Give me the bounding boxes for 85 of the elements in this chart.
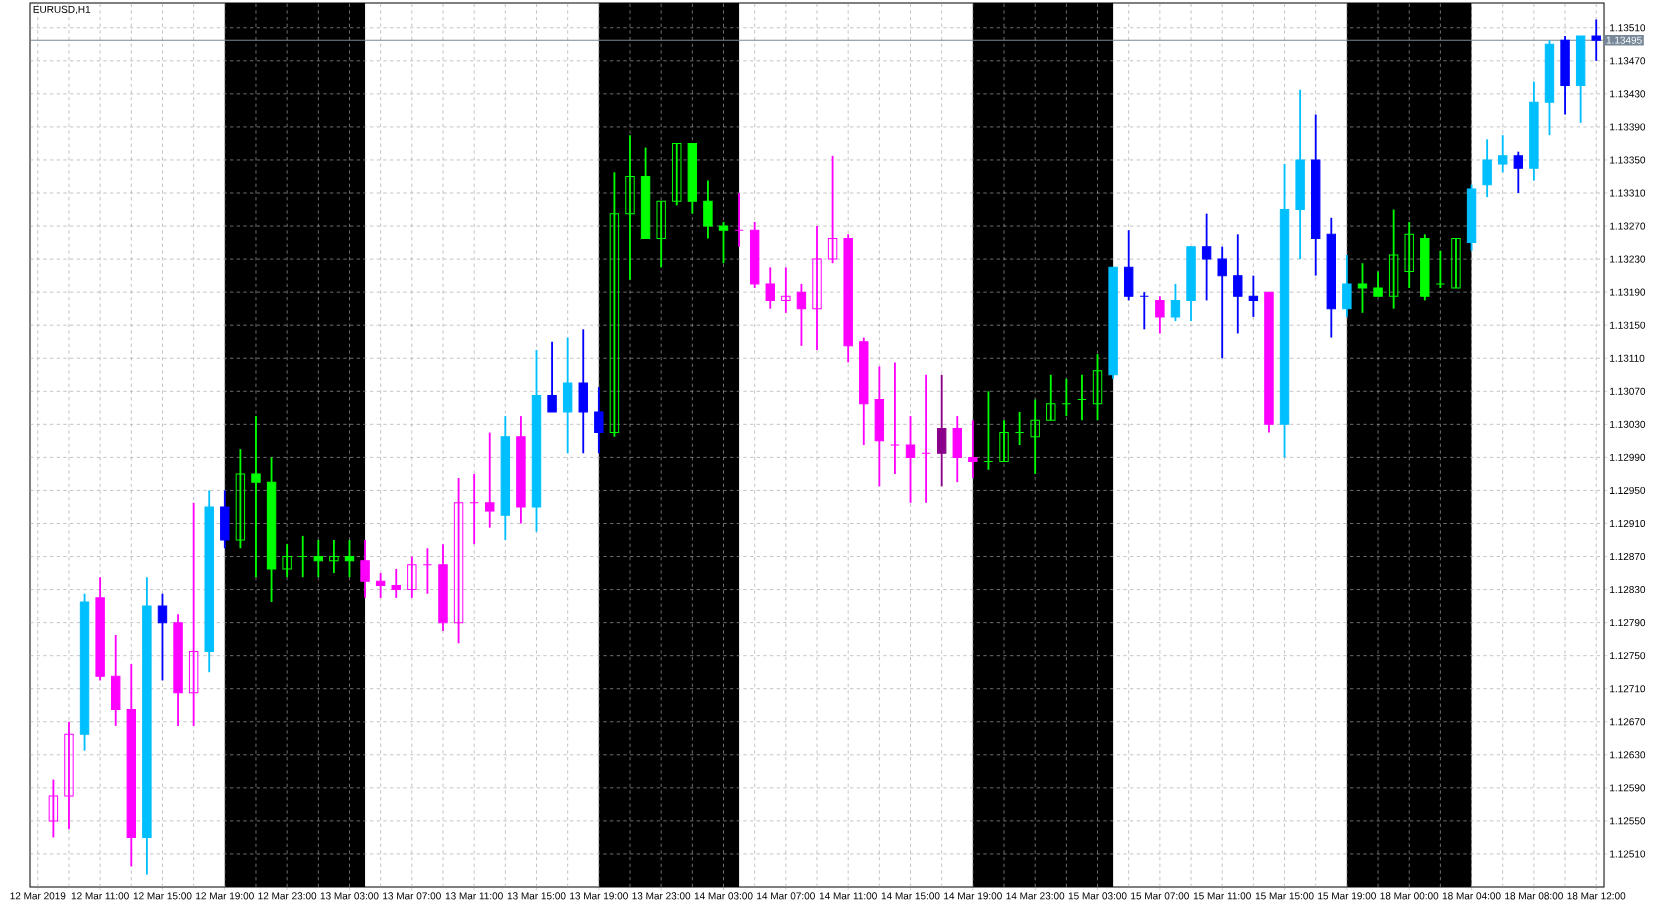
candlestick — [1357, 262, 1368, 314]
candlestick — [64, 720, 74, 831]
y-tick-label: 1.13150 — [1610, 321, 1646, 329]
x-tick-label: 13 Mar 11:00 — [445, 892, 503, 900]
y-tick-label: 1.12870 — [1610, 552, 1646, 561]
y-tick-label: 1.13270 — [1610, 222, 1646, 230]
y-tick-label: 1.13350 — [1610, 156, 1646, 164]
y-tick-label: 1.12710 — [1610, 685, 1646, 693]
candlestick — [188, 501, 199, 727]
candlestick — [905, 415, 916, 504]
x-tick-label: 13 Mar 15:00 — [507, 892, 566, 900]
candlestick — [1388, 208, 1399, 310]
y-tick-label: 1.12750 — [1610, 652, 1646, 660]
candlestick — [1373, 270, 1383, 298]
y-tick-label: 1.12950 — [1610, 486, 1646, 494]
y-tick-label: 1.12550 — [1610, 817, 1646, 825]
candlestick — [827, 154, 838, 265]
candlestick — [453, 477, 464, 645]
candlestick — [1030, 398, 1040, 475]
candlestick — [329, 539, 339, 574]
candlestick — [251, 415, 261, 579]
candlestick — [235, 448, 246, 550]
y-tick-label: 1.13070 — [1610, 387, 1646, 395]
y-tick-label: 1.12590 — [1610, 784, 1646, 792]
x-tick-label: 14 Mar 15:00 — [881, 892, 940, 900]
candlestick — [625, 134, 635, 281]
candlestick — [672, 142, 682, 207]
candlestick — [781, 266, 791, 314]
y-tick-label: 1.13110 — [1610, 354, 1645, 362]
y-tick-label: 1.13030 — [1610, 420, 1646, 428]
y-tick-label: 1.13390 — [1610, 123, 1646, 131]
x-tick-label: 14 Mar 19:00 — [944, 892, 1002, 900]
y-tick-label: 1.13310 — [1610, 189, 1646, 197]
x-tick-label: 12 Mar 11:00 — [71, 892, 129, 900]
y-tick-label: 1.13230 — [1610, 255, 1646, 263]
x-tick-label: 12 Mar 19:00 — [196, 892, 254, 900]
x-tick-label: 13 Mar 19:00 — [570, 892, 628, 900]
x-tick-label: 14 Mar 07:00 — [757, 892, 815, 900]
candlestick — [407, 555, 417, 599]
x-tick-label: 13 Mar 03:00 — [320, 892, 379, 900]
x-tick-label: 18 Mar 04:00 — [1442, 892, 1501, 900]
y-tick-label: 1.12990 — [1610, 453, 1646, 461]
y-tick-label: 1.13470 — [1610, 57, 1646, 65]
y-tick-label: 1.12510 — [1610, 850, 1646, 858]
x-tick-label: 12 Mar 2019 — [10, 892, 66, 900]
candlestick — [282, 543, 292, 579]
candlestick — [1513, 150, 1524, 194]
candlestick — [1046, 373, 1056, 422]
candlestick — [718, 221, 729, 265]
candlestick — [1591, 18, 1601, 62]
candlestick — [1498, 134, 1508, 174]
x-tick-label: 12 Mar 23:00 — [258, 892, 317, 900]
x-tick-label: 15 Mar 19:00 — [1318, 892, 1376, 900]
x-tick-label: 15 Mar 07:00 — [1131, 892, 1189, 900]
y-tick-label: 1.12670 — [1610, 718, 1646, 726]
x-tick-label: 13 Mar 23:00 — [632, 892, 691, 900]
x-tick-label: 18 Mar 08:00 — [1505, 892, 1563, 900]
x-tick-label: 14 Mar 23:00 — [1006, 892, 1065, 900]
y-tick-label: 1.13510 — [1610, 24, 1646, 32]
x-tick-label: 18 Mar 12:00 — [1567, 892, 1626, 900]
y-tick-label: 1.13430 — [1610, 90, 1646, 98]
candlestick — [999, 419, 1009, 463]
y-tick-label: 1.13190 — [1610, 288, 1646, 296]
y-tick-label: 1.12830 — [1610, 586, 1646, 594]
candlestick — [656, 200, 666, 269]
x-tick-label: 18 Mar 00:00 — [1380, 892, 1439, 900]
chart-title: EURUSD,H1 — [33, 5, 91, 15]
ref-line-label: 1.13495 — [1606, 36, 1642, 44]
x-tick-label: 15 Mar 15:00 — [1255, 892, 1314, 900]
x-tick-label: 12 Mar 15:00 — [133, 892, 192, 900]
y-tick-label: 1.12790 — [1610, 619, 1646, 627]
x-tick-label: 15 Mar 03:00 — [1068, 892, 1127, 900]
x-tick-label: 14 Mar 11:00 — [819, 892, 877, 900]
y-tick-label: 1.12910 — [1610, 519, 1646, 528]
candlestick — [1451, 237, 1461, 289]
x-tick-label: 14 Mar 03:00 — [694, 892, 753, 900]
candlestick — [609, 171, 620, 438]
x-tick-label: 15 Mar 11:00 — [1193, 892, 1251, 900]
candlestick — [1404, 221, 1414, 289]
candlestick — [812, 225, 822, 351]
x-tick-label: 13 Mar 07:00 — [383, 892, 441, 900]
candlestick — [48, 778, 59, 839]
y-tick-label: 1.12630 — [1610, 751, 1646, 759]
candlestick — [1092, 353, 1103, 422]
candlestick — [485, 431, 495, 529]
